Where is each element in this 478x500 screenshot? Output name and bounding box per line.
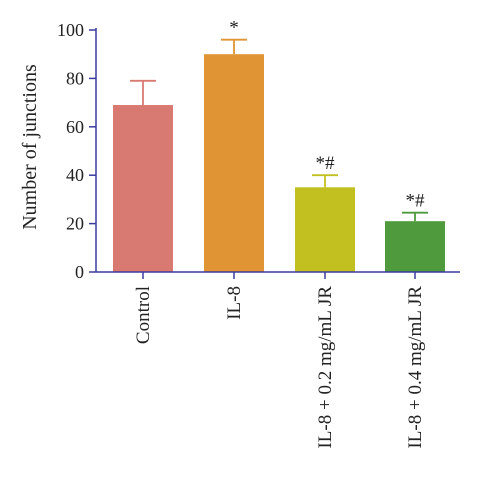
y-tick-label-80: 80 <box>66 68 84 88</box>
bar-4 <box>385 221 445 272</box>
category-label-2: IL-8 <box>224 286 245 320</box>
bar-3 <box>295 187 355 272</box>
axes-layer <box>89 28 460 279</box>
significance-label-4: *# <box>406 191 426 212</box>
significance-label-3: *# <box>316 153 336 174</box>
category-label-3: IL-8 + 0.2 mg/mL JR <box>315 286 336 449</box>
y-tick-label-0: 0 <box>75 262 84 282</box>
error-bars-layer <box>130 38 428 222</box>
bar-2 <box>204 54 264 273</box>
labels-layer: Control * IL-8 *# IL-8 + 0.2 mg/mL JR *# IL-8 … <box>57 18 426 449</box>
bar-1 <box>113 105 173 273</box>
category-label-1: Control <box>133 286 154 344</box>
bars-layer <box>113 54 445 273</box>
y-tick-label-100: 100 <box>57 20 84 40</box>
y-tick-label-40: 40 <box>66 165 84 185</box>
y-tick-label-20: 20 <box>66 214 84 234</box>
y-axis-title: Number of junctions <box>19 64 41 230</box>
category-label-4: IL-8 + 0.4 mg/mL JR <box>405 286 426 449</box>
y-tick-label-60: 60 <box>66 117 84 137</box>
significance-label-2: * <box>229 18 239 39</box>
